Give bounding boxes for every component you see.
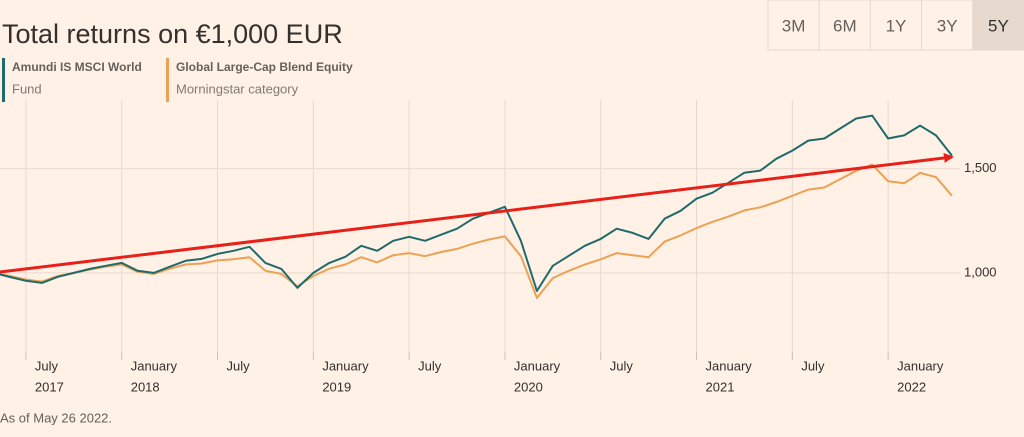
x-tick-label: January (706, 358, 753, 373)
x-tick-label: July (418, 358, 442, 373)
series-line (0, 163, 953, 299)
series-line (0, 114, 953, 292)
footnote: As of May 26 2022. (0, 410, 112, 425)
annotation-arrow (0, 152, 954, 274)
range-button[interactable] (972, 0, 1024, 51)
range-button-label[interactable]: 6M (833, 16, 857, 35)
legend: Amundi IS MSCI World Fund Global Large-Cap… (2, 58, 353, 102)
range-button-label[interactable]: 3M (782, 16, 806, 35)
x-tick-label: July (610, 358, 634, 373)
x-tick-label: January (514, 358, 561, 373)
range-button-label[interactable]: 3Y (937, 16, 958, 35)
x-tick-label: January (322, 358, 369, 373)
x-tick-year: 2021 (706, 379, 735, 394)
x-tick-label: January (897, 358, 944, 373)
chart-title: Total returns on €1,000 EUR (2, 19, 343, 49)
legend-swatch (2, 58, 5, 102)
x-tick-label: January (131, 358, 178, 373)
range-button-label[interactable]: 5Y (988, 16, 1009, 35)
range-button[interactable] (921, 0, 974, 51)
range-button[interactable] (869, 0, 923, 51)
x-tick-year: 2017 (35, 379, 64, 394)
x-tick-year: 2019 (322, 379, 351, 394)
range-button[interactable] (767, 0, 820, 51)
x-tick-year: 2018 (131, 379, 160, 394)
x-tick-label: July (35, 358, 59, 373)
range-buttons: 3M 6M 1Y 3Y 5Y (767, 0, 1024, 51)
legend-swatch (166, 58, 169, 102)
legend-label: Amundi IS MSCI World (12, 60, 142, 74)
x-tick-year: 2022 (897, 379, 926, 394)
x-tick-label: July (801, 358, 825, 373)
legend-sublabel: Fund (12, 81, 42, 96)
plot: 1,000 1,500 July 2017 January 2018 July January… (0, 100, 997, 394)
range-button[interactable] (818, 0, 871, 51)
y-tick-label: 1,000 (964, 264, 997, 279)
y-tick-label: 1,500 (964, 160, 997, 175)
legend-label: Global Large-Cap Blend Equity (176, 60, 353, 74)
x-tick-label: July (227, 358, 251, 373)
legend-sublabel: Morningstar category (176, 81, 299, 96)
x-tick-year: 2020 (514, 379, 543, 394)
range-button-label[interactable]: 1Y (886, 16, 907, 35)
